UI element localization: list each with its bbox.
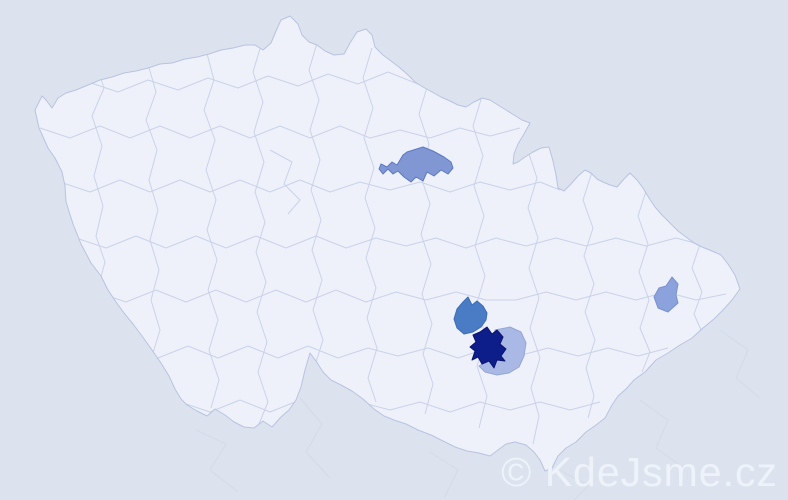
district-border-line <box>127 345 669 359</box>
neighbor-border-line <box>429 451 459 499</box>
neighbor-border-line <box>719 329 761 399</box>
district-border-line <box>269 149 301 215</box>
district-border-line <box>308 39 324 393</box>
district-border-line <box>145 63 161 357</box>
district-border-line <box>57 71 479 101</box>
district-border-line <box>362 47 378 403</box>
district-borders <box>39 39 737 445</box>
district-highlight-east[interactable] <box>653 276 679 313</box>
district-highlight-brno-west[interactable] <box>453 296 488 335</box>
district-border-line <box>203 49 220 409</box>
district-border-line <box>526 117 541 445</box>
district-border-line <box>691 243 703 331</box>
district-border-line <box>637 187 651 373</box>
district-border-line <box>91 59 106 289</box>
neighbor-border-line <box>299 397 331 479</box>
district-border-line <box>179 399 601 413</box>
district-highlight-north[interactable] <box>378 146 454 183</box>
district-border-line <box>59 179 561 193</box>
district-highlight-brno-dark[interactable] <box>469 326 507 369</box>
country-outline <box>34 15 741 472</box>
neighbor-border-line <box>195 429 239 493</box>
district-border-line <box>39 125 521 139</box>
district-border-line <box>95 289 727 303</box>
district-border-line <box>472 95 488 429</box>
neighbor-border-line <box>559 469 589 500</box>
district-border-line <box>75 235 737 249</box>
district-border-line <box>418 83 434 415</box>
neighbor-border-line <box>639 399 685 469</box>
district-border-line <box>582 171 596 419</box>
district-border-line <box>252 41 269 425</box>
